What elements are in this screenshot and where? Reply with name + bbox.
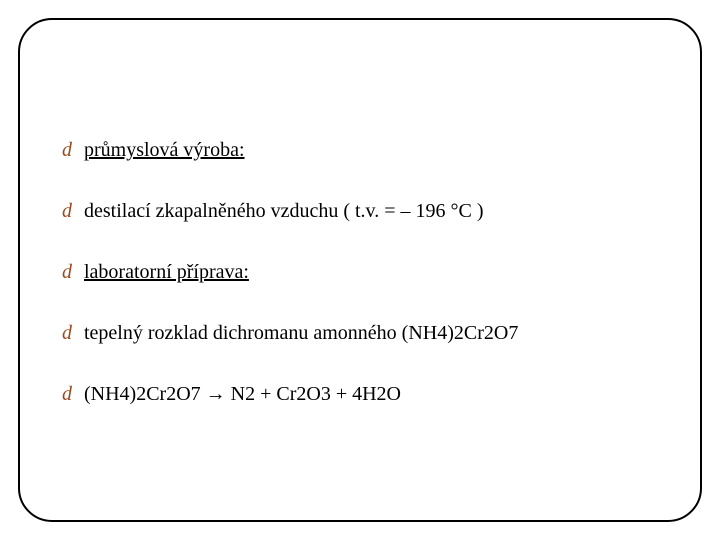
item-text: tepelný rozklad dichromanu amonného (NH4… <box>84 321 670 346</box>
list-item: d destilací zkapalněného vzduchu ( t.v. … <box>62 199 670 224</box>
slide: d průmyslová výroba: d destilací zkapaln… <box>0 0 720 540</box>
list-item: d tepelný rozklad dichromanu amonného (N… <box>62 321 670 346</box>
script-bullet-icon: d <box>62 321 84 346</box>
list-item: d laboratorní příprava: <box>62 260 670 285</box>
script-bullet-icon: d <box>62 138 84 163</box>
script-bullet-icon: d <box>62 260 84 285</box>
item-text: laboratorní příprava: <box>84 260 670 285</box>
item-text: (NH4)2Cr2O7 → N2 + Cr2O3 + 4H2O <box>84 382 670 407</box>
content-area: d průmyslová výroba: d destilací zkapaln… <box>62 138 670 443</box>
list-item: d průmyslová výroba: <box>62 138 670 163</box>
item-text: průmyslová výroba: <box>84 138 670 163</box>
script-bullet-icon: d <box>62 199 84 224</box>
list-item: d (NH4)2Cr2O7 → N2 + Cr2O3 + 4H2O <box>62 382 670 407</box>
item-text: destilací zkapalněného vzduchu ( t.v. = … <box>84 199 670 224</box>
script-bullet-icon: d <box>62 382 84 407</box>
